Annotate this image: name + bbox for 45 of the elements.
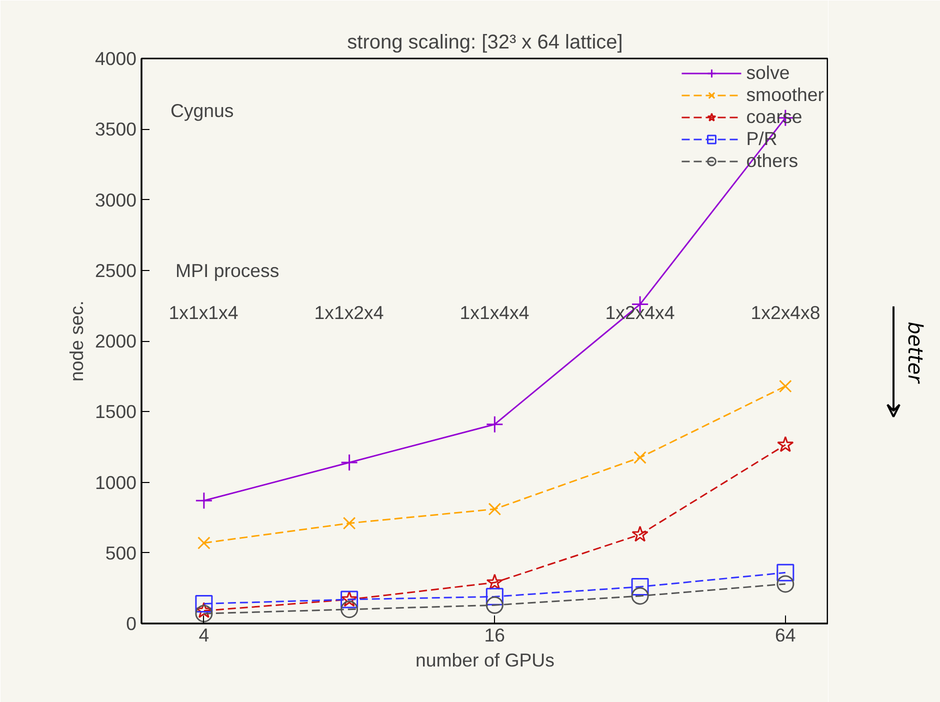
y-tick-label: 2000 (94, 330, 137, 352)
point (342, 516, 356, 530)
point (198, 536, 210, 550)
point (776, 575, 794, 593)
point (486, 596, 504, 614)
annotation: 1x1x4x4 (460, 302, 530, 323)
point (631, 578, 649, 596)
y-tick-label: 1500 (94, 401, 137, 422)
point (634, 451, 646, 464)
point (195, 492, 213, 510)
point (488, 502, 502, 516)
legend-label: solve (746, 62, 790, 84)
y-tick-label: 2500 (94, 260, 137, 281)
point (632, 526, 648, 542)
x-tick-label: 4 (198, 624, 210, 646)
x-axis-title: number of GPUs (416, 650, 554, 670)
point (340, 600, 358, 618)
point (631, 587, 649, 605)
y-axis-title: node sec. (66, 300, 87, 382)
y-tick-label: 0 (126, 613, 137, 634)
point (486, 416, 504, 434)
annotation: Cygnus (170, 100, 234, 121)
y-tick-label: 3500 (94, 118, 137, 140)
text: better (904, 322, 928, 385)
y-tick-label: 1000 (94, 472, 137, 493)
y-tick-label: 3000 (94, 189, 137, 210)
point (776, 564, 794, 582)
x-tick-label: 64 (775, 624, 796, 646)
point (340, 454, 358, 472)
y-tick-label: 500 (105, 542, 137, 564)
point (195, 594, 213, 612)
point (486, 588, 504, 606)
point (195, 604, 213, 622)
annotation: MPI process (176, 260, 280, 281)
point (779, 380, 792, 393)
point (196, 602, 212, 618)
point (486, 574, 504, 590)
annotation: 1x1x2x4 (314, 302, 384, 323)
point (777, 436, 794, 452)
chart-title: strong scaling: [32³ x 64 lattice] (347, 32, 623, 54)
annotation: 1x2x4x8 (750, 302, 820, 323)
legend-label: smoother (746, 84, 824, 106)
annotation: 1x1x1x4 (168, 302, 238, 323)
x-tick-label: 16 (484, 624, 506, 646)
y-tick-label: 4000 (94, 48, 137, 69)
